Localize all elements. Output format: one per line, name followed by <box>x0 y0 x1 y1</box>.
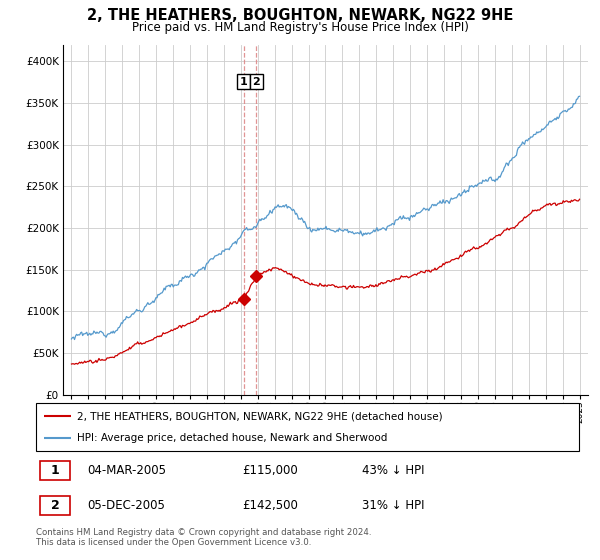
Text: 04-MAR-2005: 04-MAR-2005 <box>88 464 167 477</box>
Text: £115,000: £115,000 <box>242 464 298 477</box>
Text: 2: 2 <box>51 500 59 512</box>
Text: Price paid vs. HM Land Registry's House Price Index (HPI): Price paid vs. HM Land Registry's House … <box>131 21 469 34</box>
Text: 31% ↓ HPI: 31% ↓ HPI <box>362 500 424 512</box>
FancyBboxPatch shape <box>40 461 70 480</box>
Text: 1: 1 <box>240 77 248 87</box>
Text: £142,500: £142,500 <box>242 500 298 512</box>
Text: 1: 1 <box>51 464 59 477</box>
Text: 43% ↓ HPI: 43% ↓ HPI <box>362 464 424 477</box>
FancyBboxPatch shape <box>40 496 70 515</box>
Text: 2: 2 <box>253 77 260 87</box>
Text: HPI: Average price, detached house, Newark and Sherwood: HPI: Average price, detached house, Newa… <box>77 433 387 443</box>
Text: 2, THE HEATHERS, BOUGHTON, NEWARK, NG22 9HE: 2, THE HEATHERS, BOUGHTON, NEWARK, NG22 … <box>87 8 513 24</box>
Text: 05-DEC-2005: 05-DEC-2005 <box>88 500 166 512</box>
Text: 2, THE HEATHERS, BOUGHTON, NEWARK, NG22 9HE (detached house): 2, THE HEATHERS, BOUGHTON, NEWARK, NG22 … <box>77 411 442 421</box>
Text: Contains HM Land Registry data © Crown copyright and database right 2024.
This d: Contains HM Land Registry data © Crown c… <box>36 528 371 547</box>
